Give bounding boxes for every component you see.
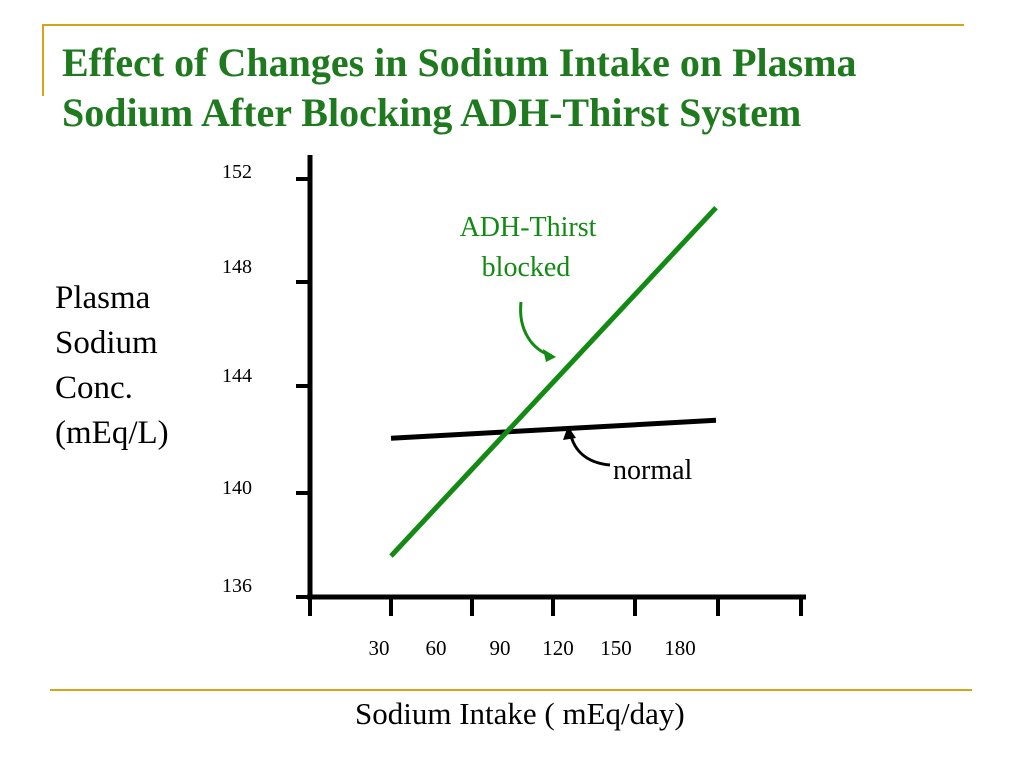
top-accent-rule [42, 24, 964, 26]
y-tick-label-144: 144 [222, 365, 252, 387]
annotation-arrowhead-blocked [543, 349, 556, 362]
y-tick-label-152: 152 [222, 161, 252, 183]
y-tick-label-140: 140 [222, 477, 252, 499]
annotation-arrow-normal [568, 431, 611, 467]
slide-title-line-2: Sodium After Blocking ADH-Thirst System [62, 90, 802, 135]
annotation-arrowhead-normal [563, 426, 576, 440]
bottom-accent-rule [50, 689, 972, 691]
x-tick-label-90: 90 [490, 636, 511, 660]
annotation-adh-thirst-blocked-line-2: blocked [482, 252, 571, 283]
annotation-arrow-blocked [519, 301, 553, 358]
x-tick-label-60: 60 [426, 636, 447, 660]
x-tick-label-30: 30 [369, 636, 390, 660]
annotation-adh-thirst-blocked-line-1: ADH-Thirst [460, 212, 597, 243]
y-tick-label-136: 136 [222, 575, 252, 597]
x-tick-label-150: 150 [600, 636, 632, 660]
y-axis-label-line-1: Plasma [55, 280, 151, 316]
y-tick-label-148: 148 [222, 256, 252, 278]
x-tick-label-180: 180 [664, 636, 696, 660]
adh-thirst-blocked-series-line [389, 206, 718, 558]
x-axis-label: Sodium Intake ( mEq/day) [355, 696, 685, 731]
left-accent-rule [42, 24, 44, 96]
y-axis-label: Plasma Sodium Conc. (mEq/L) [55, 276, 169, 456]
normal-series-line [390, 417, 717, 441]
y-axis-label-line-4: (mEq/L) [55, 415, 169, 451]
y-axis-label-line-2: Sodium [55, 325, 158, 361]
slide-title-line-1: Effect of Changes in Sodium Intake on Pl… [62, 40, 857, 85]
y-axis-label-line-3: Conc. [55, 370, 133, 406]
x-tick-label-120: 120 [542, 636, 574, 660]
slide-title: Effect of Changes in Sodium Intake on Pl… [62, 38, 1002, 138]
annotation-normal: normal [613, 455, 693, 486]
